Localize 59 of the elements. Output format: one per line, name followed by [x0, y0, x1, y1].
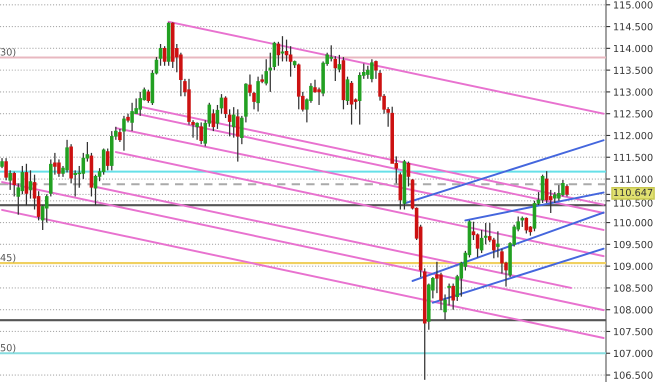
y-tick-label: 112.500: [614, 110, 653, 118]
y-tick-label: 115.000: [614, 1, 653, 9]
candlestick: [288, 46, 292, 78]
candlestick: [524, 216, 528, 234]
candlestick: [406, 160, 410, 188]
candlestick: [476, 232, 480, 258]
y-tick-label: 108.500: [614, 284, 653, 292]
candlestick: [366, 65, 370, 80]
y-tick-label: 109.000: [614, 262, 653, 270]
y-tick-label: 108.000: [614, 306, 653, 314]
candlestick: [248, 74, 252, 97]
candlestick: [252, 91, 256, 110]
candlestick: [557, 184, 561, 202]
annotation: 30): [0, 48, 16, 57]
y-tick-label: 111.000: [614, 176, 653, 183]
candlestick: [146, 89, 150, 104]
annotation: 50): [0, 344, 16, 353]
y-tick-label: 110.500: [614, 199, 653, 207]
candlestick: [199, 122, 203, 145]
candlestick: [195, 122, 199, 140]
y-tick-label: 113.500: [614, 66, 653, 74]
candlestick: [122, 115, 126, 152]
candlestick: [276, 41, 280, 66]
candlestick: [256, 76, 260, 112]
candlestick: [162, 46, 166, 66]
annotation: 45): [0, 254, 16, 262]
y-tick-label: 110.000: [614, 219, 653, 226]
y-tick-label: 106.500: [614, 372, 653, 379]
candlestick: [520, 216, 524, 228]
candlestick: [138, 91, 142, 116]
candlestick: [496, 230, 500, 258]
y-tick-label: 110.647: [614, 188, 652, 196]
candlestick: [24, 163, 28, 206]
candlestick: [236, 108, 240, 162]
candlestick: [370, 58, 374, 83]
candlestick: [565, 184, 569, 198]
candlestick: [374, 60, 378, 80]
candlestick: [8, 170, 12, 191]
candlestick: [118, 128, 122, 143]
candlestick: [350, 80, 354, 126]
y-tick-label: 114.000: [614, 44, 653, 52]
candlestick: [158, 43, 162, 66]
candlestick: [540, 174, 544, 204]
y-tick-label: 113.000: [614, 88, 653, 96]
y-tick-label: 107.000: [614, 350, 653, 358]
candlestick: [65, 139, 69, 174]
y-tick-label: 107.500: [614, 328, 653, 336]
candlestick: [561, 179, 565, 198]
candlestick: [280, 36, 284, 62]
y-tick-label: 112.000: [614, 132, 653, 140]
candlestick: [0, 157, 4, 169]
candlestick: [102, 148, 106, 176]
y-tick-label: 111.500: [614, 154, 653, 162]
y-tick-label: 114.500: [614, 23, 653, 30]
candlestick: [73, 170, 77, 198]
candlestick: [106, 148, 110, 171]
candlestick: [130, 102, 134, 132]
candlestick: [317, 86, 321, 106]
y-tick-label: 109.500: [614, 240, 653, 248]
